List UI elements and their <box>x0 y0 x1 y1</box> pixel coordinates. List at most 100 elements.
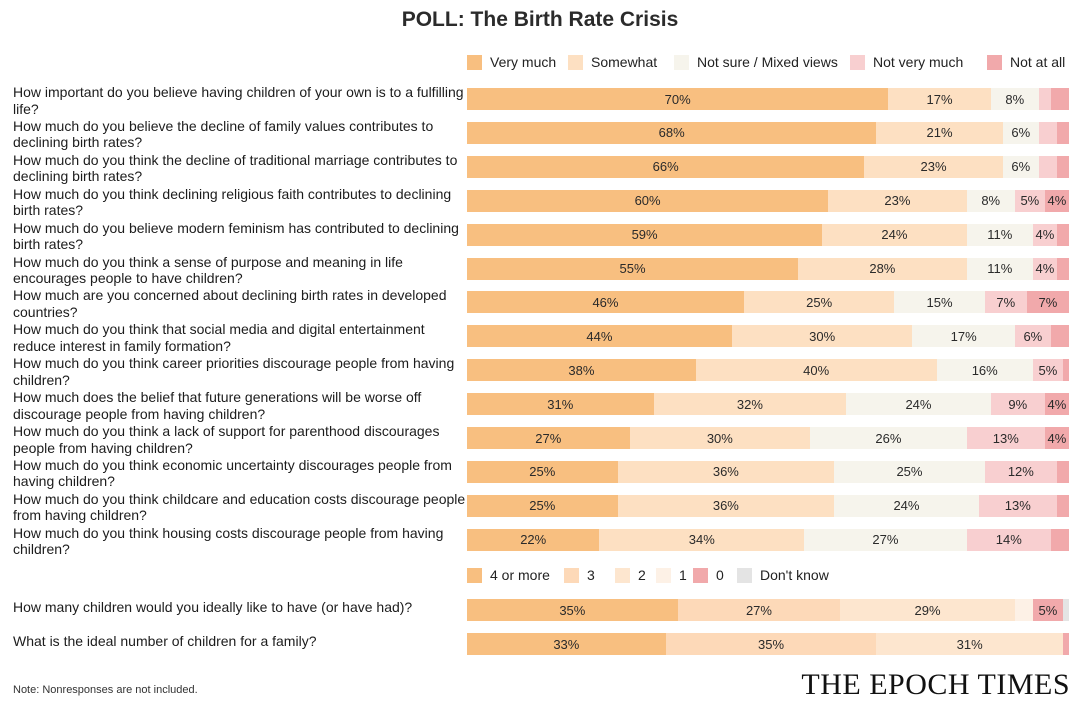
question-label: What is the ideal number of children for… <box>13 633 317 649</box>
data-label: 68% <box>658 125 685 141</box>
bar-segment: 13% <box>966 427 1045 449</box>
data-label: 6% <box>1011 125 1031 141</box>
bar-segment: 30% <box>629 427 811 449</box>
data-label: 17% <box>926 91 953 107</box>
bar-segment: 70% <box>467 88 889 110</box>
stacked-bar: 60% 23% 8% 5% 4% <box>467 189 1069 212</box>
legend-item: Don't know <box>737 566 829 584</box>
bar-segment: 26% <box>810 427 967 449</box>
legend-label: 0 <box>716 567 724 583</box>
data-label: 4% <box>1035 261 1055 276</box>
legend-label: Not sure / Mixed views <box>697 54 838 70</box>
bar-segment: 13% <box>978 494 1057 517</box>
legend-swatch <box>615 567 630 583</box>
data-label: 5% <box>1038 602 1058 618</box>
data-label: 4% <box>1047 193 1067 209</box>
legend-swatch <box>674 54 689 70</box>
data-label: 38% <box>568 362 595 378</box>
stacked-bar: 38% 40% 16% 5% <box>467 359 1069 382</box>
bar-segment <box>1038 88 1051 110</box>
legend-swatch <box>467 567 482 583</box>
legend-swatch <box>987 54 1002 70</box>
bar-segment <box>1050 88 1069 110</box>
stacked-bar: 22% 34% 27% 14% <box>467 528 1069 551</box>
bar-segment: 7% <box>984 291 1027 314</box>
bar-segment: 36% <box>617 460 835 483</box>
bar-segment: 36% <box>617 494 835 517</box>
bar-segment: 31% <box>467 393 654 416</box>
bar-segment: 59% <box>467 223 823 246</box>
bar-segment: 5% <box>1032 359 1063 382</box>
bar-segment: 24% <box>822 223 967 246</box>
legend-swatch <box>568 54 583 70</box>
data-label: 30% <box>706 430 733 446</box>
data-label: 44% <box>586 328 613 344</box>
bar-segment: 33% <box>467 633 666 655</box>
data-label: 22% <box>520 532 547 548</box>
bar-segment <box>1050 528 1069 551</box>
legend-item: 0 <box>693 566 724 584</box>
data-label: 5% <box>1020 193 1040 209</box>
data-label: 31% <box>956 636 983 652</box>
stacked-bar: 44% 30% 17% 6% <box>467 325 1069 348</box>
question-label: How much do you believe the decline of f… <box>13 117 434 151</box>
data-label: 23% <box>920 159 947 175</box>
bar-segment: 35% <box>467 599 678 621</box>
bar-segment <box>1062 599 1069 621</box>
bar-segment <box>1056 257 1069 280</box>
bar-segment: 34% <box>599 528 805 551</box>
bar-segment: 4% <box>1044 393 1069 416</box>
data-label: 35% <box>559 602 586 618</box>
stacked-bar: 70% 17% 8% <box>467 88 1069 110</box>
legend-item: 2 <box>615 566 646 584</box>
question-label: How much do you think economic uncertain… <box>13 456 452 490</box>
bar-segment: 6% <box>1014 325 1051 348</box>
data-label: 27% <box>872 532 899 548</box>
bar-segment: 25% <box>467 494 618 517</box>
bar-segment: 4% <box>1032 223 1057 246</box>
bar-segment: 5% <box>1014 189 1045 212</box>
legend-item: 1 <box>656 566 687 584</box>
bar-segment: 4% <box>1044 427 1069 449</box>
data-label: 21% <box>926 125 953 141</box>
bar-segment: 28% <box>798 257 967 280</box>
bar-segment: 4% <box>1032 257 1057 280</box>
bar-segment: 11% <box>966 257 1033 280</box>
bar-segment: 7% <box>1026 291 1069 314</box>
bar-segment <box>1056 155 1069 178</box>
data-label: 55% <box>619 261 646 276</box>
question-label: How much do you believe modern feminism … <box>13 219 459 253</box>
stacked-bar: 55% 28% 11% 4% <box>467 257 1069 280</box>
data-label: 24% <box>881 227 908 243</box>
stacked-bar: 25% 36% 25% 12% <box>467 460 1069 483</box>
bar-segment: 9% <box>990 393 1045 416</box>
data-label: 36% <box>712 498 739 514</box>
question-label: How much do you think declining religiou… <box>13 185 452 219</box>
bar-segment: 25% <box>467 460 618 483</box>
data-label: 4% <box>1047 430 1067 446</box>
bar-segment: 60% <box>467 189 829 212</box>
bar-segment: 27% <box>804 528 967 551</box>
data-label: 25% <box>529 464 556 480</box>
bar-segment: 5% <box>1032 599 1063 621</box>
legend-swatch <box>467 54 482 70</box>
data-label: 11% <box>987 227 1013 243</box>
bar-segment: 40% <box>695 359 937 382</box>
data-label: 9% <box>1008 396 1028 412</box>
data-label: 12% <box>1007 464 1034 480</box>
bar-segment <box>1056 460 1069 483</box>
question-label: How much do you think a sense of purpose… <box>13 253 403 287</box>
bar-segment: 17% <box>912 325 1015 348</box>
bar-segment: 44% <box>467 325 732 348</box>
bar-segment: 15% <box>894 291 985 314</box>
legend-response-scale: Very much Somewhat Not sure / Mixed views N… <box>467 53 1069 71</box>
stacked-bar: 33% 35% 31% <box>467 633 1069 655</box>
legend-item: Not sure / Mixed views <box>674 53 838 71</box>
legend-label: 3 <box>587 567 595 583</box>
bar-segment <box>1062 359 1069 382</box>
question-label: How much are you concerned about declini… <box>13 287 447 320</box>
bar-segment: 6% <box>1002 121 1039 144</box>
bar-segment: 6% <box>1002 155 1039 178</box>
stacked-bar: 46% 25% 15% 7% 7% <box>467 291 1069 314</box>
stacked-bar: 68% 21% 6% <box>467 121 1069 144</box>
